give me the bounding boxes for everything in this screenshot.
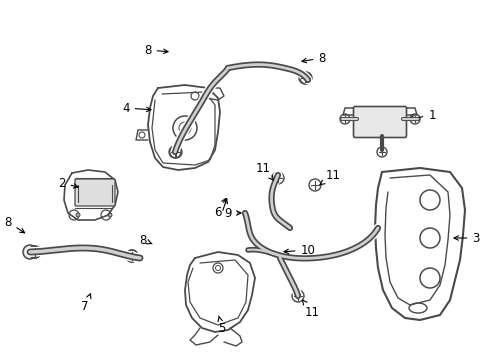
Text: 8: 8 [302, 51, 326, 64]
Text: 11: 11 [320, 168, 341, 185]
Text: 7: 7 [81, 294, 91, 314]
Text: 11: 11 [255, 162, 273, 180]
Text: 8: 8 [139, 234, 152, 247]
Circle shape [108, 213, 112, 217]
FancyBboxPatch shape [353, 107, 407, 138]
Text: 8: 8 [145, 44, 168, 57]
Text: 6: 6 [214, 198, 226, 219]
Text: 2: 2 [58, 176, 78, 189]
Text: 9: 9 [224, 207, 241, 220]
Text: 5: 5 [218, 316, 226, 334]
Text: 3: 3 [454, 231, 480, 244]
Text: 8: 8 [4, 216, 24, 233]
Text: 11: 11 [302, 300, 319, 319]
Text: 4: 4 [122, 102, 151, 114]
Text: 10: 10 [284, 243, 316, 257]
Text: 1: 1 [409, 108, 436, 122]
FancyBboxPatch shape [75, 179, 115, 206]
Circle shape [23, 245, 37, 259]
Circle shape [76, 213, 80, 217]
